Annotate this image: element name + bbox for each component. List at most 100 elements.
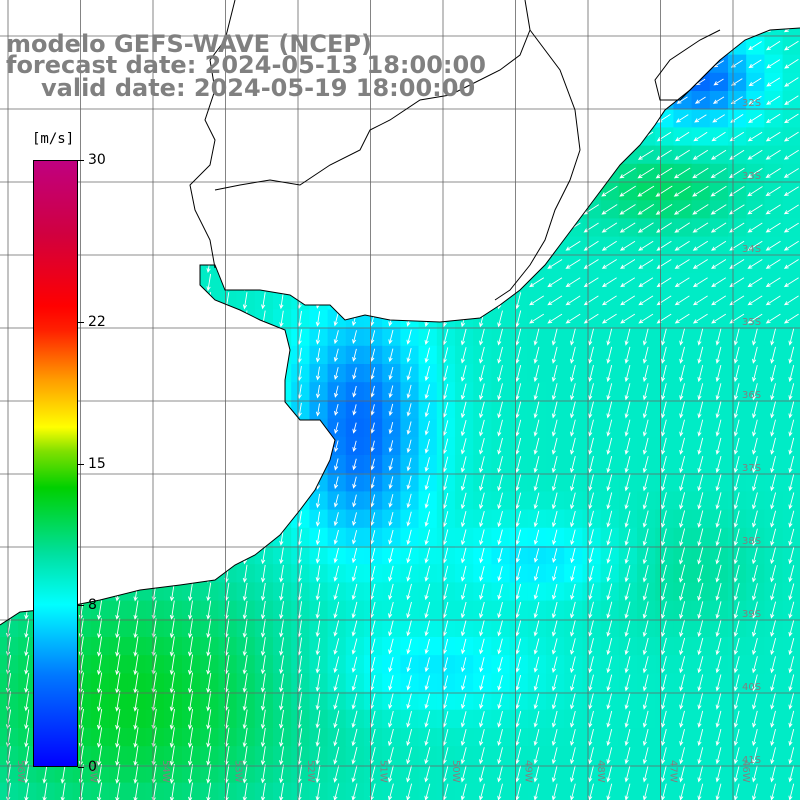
- wind-arrow: [551, 492, 558, 510]
- wind-arrow: [588, 492, 594, 510]
- wind-arrow: [679, 674, 685, 692]
- wind-arrow: [533, 584, 540, 600]
- wind-arrow: [788, 674, 795, 692]
- wind-arrow: [460, 347, 467, 364]
- wind-arrow: [588, 583, 594, 601]
- wind-arrow: [673, 167, 691, 179]
- wind-arrow: [751, 492, 758, 510]
- colorbar-tick-label: 8: [88, 597, 97, 614]
- wind-arrow: [497, 437, 503, 455]
- wind-arrow: [115, 654, 121, 676]
- wind-arrow: [697, 564, 704, 583]
- wind-arrow: [733, 674, 740, 692]
- wind-arrow: [515, 729, 522, 747]
- wind-arrow: [606, 747, 613, 765]
- wind-arrow: [642, 710, 649, 728]
- wind-arrow: [697, 492, 704, 510]
- wind-arrow: [679, 474, 686, 492]
- wind-arrow: [638, 295, 654, 306]
- wind-arrow: [583, 222, 599, 233]
- wind-arrow: [752, 401, 758, 419]
- wind-arrow: [388, 675, 394, 691]
- wind-arrow: [697, 582, 704, 602]
- wind-arrow: [642, 692, 649, 710]
- wind-arrow: [642, 528, 649, 547]
- wind-arrow: [715, 692, 722, 710]
- wind-arrow: [242, 636, 248, 657]
- wind-arrow: [570, 619, 576, 637]
- wind-arrow: [388, 329, 394, 345]
- wind-arrow: [601, 259, 617, 269]
- wind-arrow: [206, 672, 212, 694]
- wind-arrow: [624, 346, 631, 364]
- wind-arrow: [660, 637, 667, 656]
- wind-arrow: [370, 512, 376, 526]
- longitude-label: 56W: [15, 760, 26, 783]
- wind-arrow: [710, 204, 727, 215]
- wind-arrow: [133, 727, 139, 748]
- wind-arrow: [424, 420, 430, 436]
- wind-arrow: [788, 364, 795, 383]
- wind-arrow: [115, 600, 121, 620]
- wind-arrow: [460, 711, 467, 728]
- wind-arrow: [169, 727, 175, 748]
- wind-arrow: [187, 690, 194, 712]
- wind-arrow: [460, 565, 467, 582]
- wind-arrow: [24, 782, 30, 800]
- wind-arrow: [733, 455, 740, 474]
- wind-arrow: [442, 693, 449, 709]
- wind-arrow: [570, 747, 576, 765]
- wind-arrow: [661, 328, 667, 346]
- wind-arrow: [115, 672, 121, 694]
- wind-arrow: [260, 655, 266, 675]
- wind-arrow: [606, 547, 613, 564]
- wind-arrow: [679, 528, 686, 547]
- wind-arrow: [261, 292, 266, 310]
- wind-arrow: [752, 346, 758, 364]
- wind-arrow: [479, 419, 485, 437]
- wind-arrow: [370, 476, 375, 489]
- wind-arrow: [442, 675, 449, 691]
- wind-arrow: [479, 765, 485, 783]
- wind-arrow: [642, 637, 649, 656]
- wind-arrow: [242, 691, 248, 712]
- wind-arrow: [679, 728, 685, 747]
- wind-arrow: [388, 547, 394, 564]
- wind-arrow: [242, 600, 248, 620]
- wind-arrow: [279, 783, 284, 800]
- wind-arrow: [497, 310, 503, 328]
- wind-arrow: [497, 747, 503, 765]
- wind-arrow: [624, 455, 631, 474]
- wind-arrow: [497, 710, 503, 728]
- wind-arrow: [279, 310, 284, 328]
- wind-arrow: [533, 529, 540, 546]
- wind-arrow: [606, 455, 613, 474]
- wind-arrow: [388, 638, 394, 655]
- wind-arrow: [770, 692, 776, 710]
- wind-arrow: [424, 438, 430, 454]
- wind-arrow: [661, 728, 667, 747]
- longitude-label: 50W: [450, 760, 461, 783]
- field-cell: [782, 28, 800, 37]
- wind-arrow: [351, 674, 358, 692]
- wind-arrow: [715, 455, 722, 474]
- wind-arrow: [660, 546, 667, 565]
- wind-arrow: [788, 328, 795, 346]
- wind-arrow: [370, 367, 376, 380]
- wind-arrow: [461, 657, 467, 673]
- wind-arrow: [388, 710, 394, 728]
- wind-arrow: [547, 259, 563, 269]
- wind-arrow: [588, 401, 594, 419]
- wind-arrow: [187, 672, 194, 694]
- wind-arrow: [479, 437, 485, 455]
- wind-arrow: [788, 437, 795, 455]
- wind-arrow: [660, 582, 667, 601]
- wind-arrow: [570, 419, 576, 437]
- wind-arrow: [770, 565, 777, 583]
- wind-arrow: [333, 619, 340, 637]
- wind-arrow: [424, 601, 431, 619]
- colorbar-tick-mark: [78, 160, 84, 161]
- wind-arrow: [424, 729, 431, 747]
- wind-arrow: [770, 492, 777, 510]
- wind-arrow: [679, 619, 686, 638]
